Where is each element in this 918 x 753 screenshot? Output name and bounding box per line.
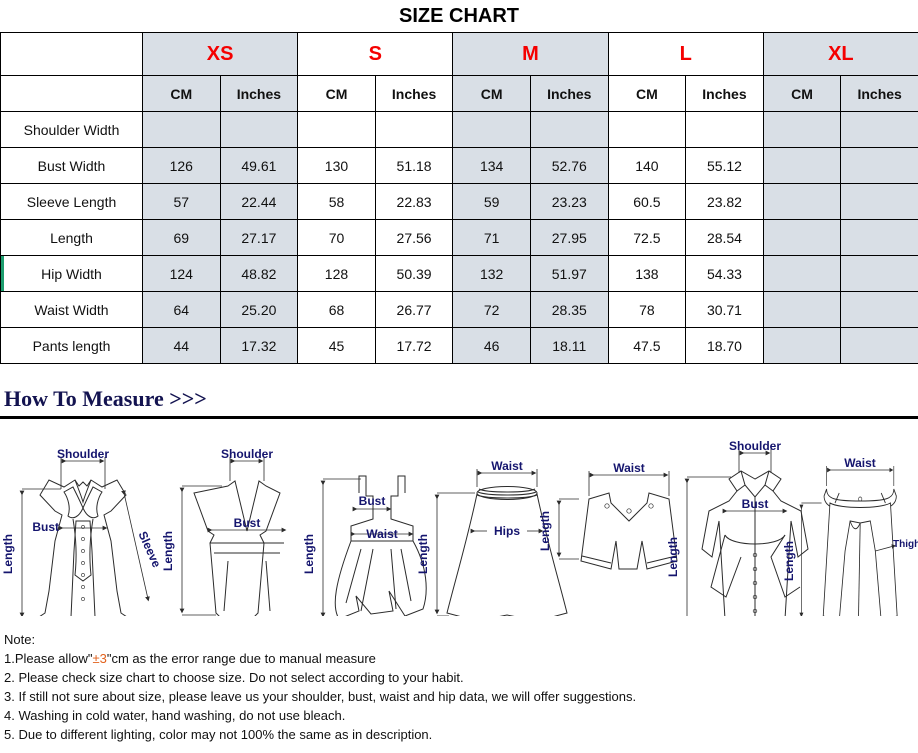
svg-text:Waist: Waist (844, 456, 876, 470)
svg-text:Length: Length (416, 534, 430, 574)
svg-text:Length: Length (782, 541, 796, 581)
svg-text:Length: Length (666, 537, 680, 577)
svg-text:Length: Length (538, 511, 552, 551)
svg-text:Bust: Bust (32, 520, 59, 534)
svg-text:Waist: Waist (366, 527, 398, 541)
svg-text:Shoulder: Shoulder (221, 447, 273, 461)
svg-text:Shoulder: Shoulder (729, 439, 781, 453)
svg-text:Waist: Waist (613, 461, 645, 475)
svg-text:Waist: Waist (491, 459, 523, 473)
svg-text:Bust: Bust (359, 494, 386, 508)
svg-text:Length: Length (161, 531, 175, 571)
svg-text:Bust: Bust (742, 497, 769, 511)
svg-text:Thigh: Thigh (893, 539, 918, 550)
svg-text:Length: Length (302, 534, 316, 574)
svg-text:Bust: Bust (234, 516, 261, 530)
svg-text:Length: Length (1, 534, 15, 574)
svg-text:Hips: Hips (494, 524, 520, 538)
svg-text:Shoulder: Shoulder (57, 447, 109, 461)
